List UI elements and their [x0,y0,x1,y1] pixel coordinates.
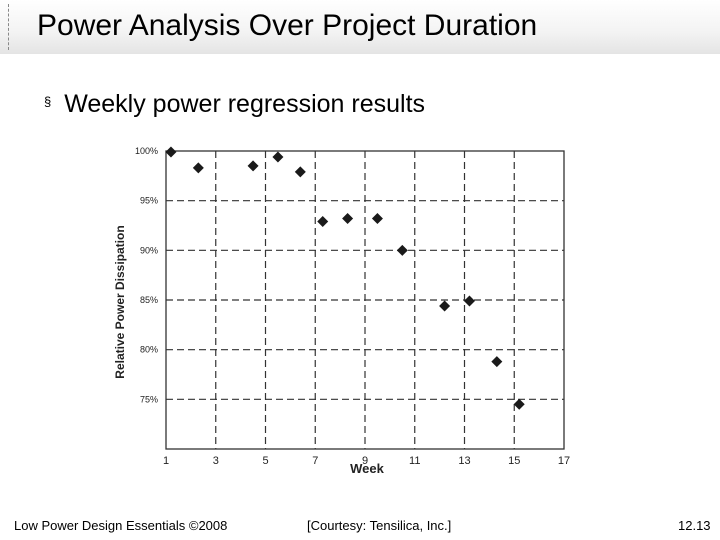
y-axis-label: Relative Power Dissipation [113,225,127,378]
x-tick-label: 7 [312,455,318,467]
y-tick-label: 80% [140,345,158,355]
data-point [439,300,451,312]
data-point [513,398,525,410]
data-point [463,295,475,307]
x-tick-label: 15 [508,455,520,467]
data-point [272,151,284,163]
data-point [371,213,383,225]
data-point [294,166,306,178]
y-tick-label: 75% [140,394,158,404]
footer-credit: [Courtesy: Tensilica, Inc.] [307,518,452,533]
y-tick-label: 100% [135,146,158,156]
data-point [317,216,329,228]
x-tick-label: 17 [558,455,570,467]
data-point [192,162,204,174]
data-point [247,160,259,172]
x-tick-label: 1 [163,455,169,467]
plot-frame [165,150,565,450]
title-band [0,0,720,54]
x-tick-label: 9 [362,455,368,467]
data-point [165,146,177,158]
data-point [342,213,354,225]
footer-copyright: Low Power Design Essentials ©2008 [14,518,228,533]
data-point [396,244,408,256]
bullet-text: Weekly power regression results [64,90,426,118]
data-point [491,356,503,368]
x-tick-label: 3 [213,455,219,467]
slide-title: Power Analysis Over Project Duration [37,9,538,42]
page-number: 12.13 [678,518,711,533]
y-tick-label: 90% [140,245,158,255]
bullet-item: § Weekly power regression results [44,88,425,121]
x-tick-label: 11 [409,455,420,467]
y-tick-label: 85% [140,295,158,305]
x-tick-label: 5 [262,455,268,467]
x-tick-label: 13 [458,455,470,467]
bullet-icon: § [44,94,52,110]
title-divider [8,4,9,50]
y-tick-label: 95% [140,196,158,206]
x-axis-label: Week [350,461,384,476]
